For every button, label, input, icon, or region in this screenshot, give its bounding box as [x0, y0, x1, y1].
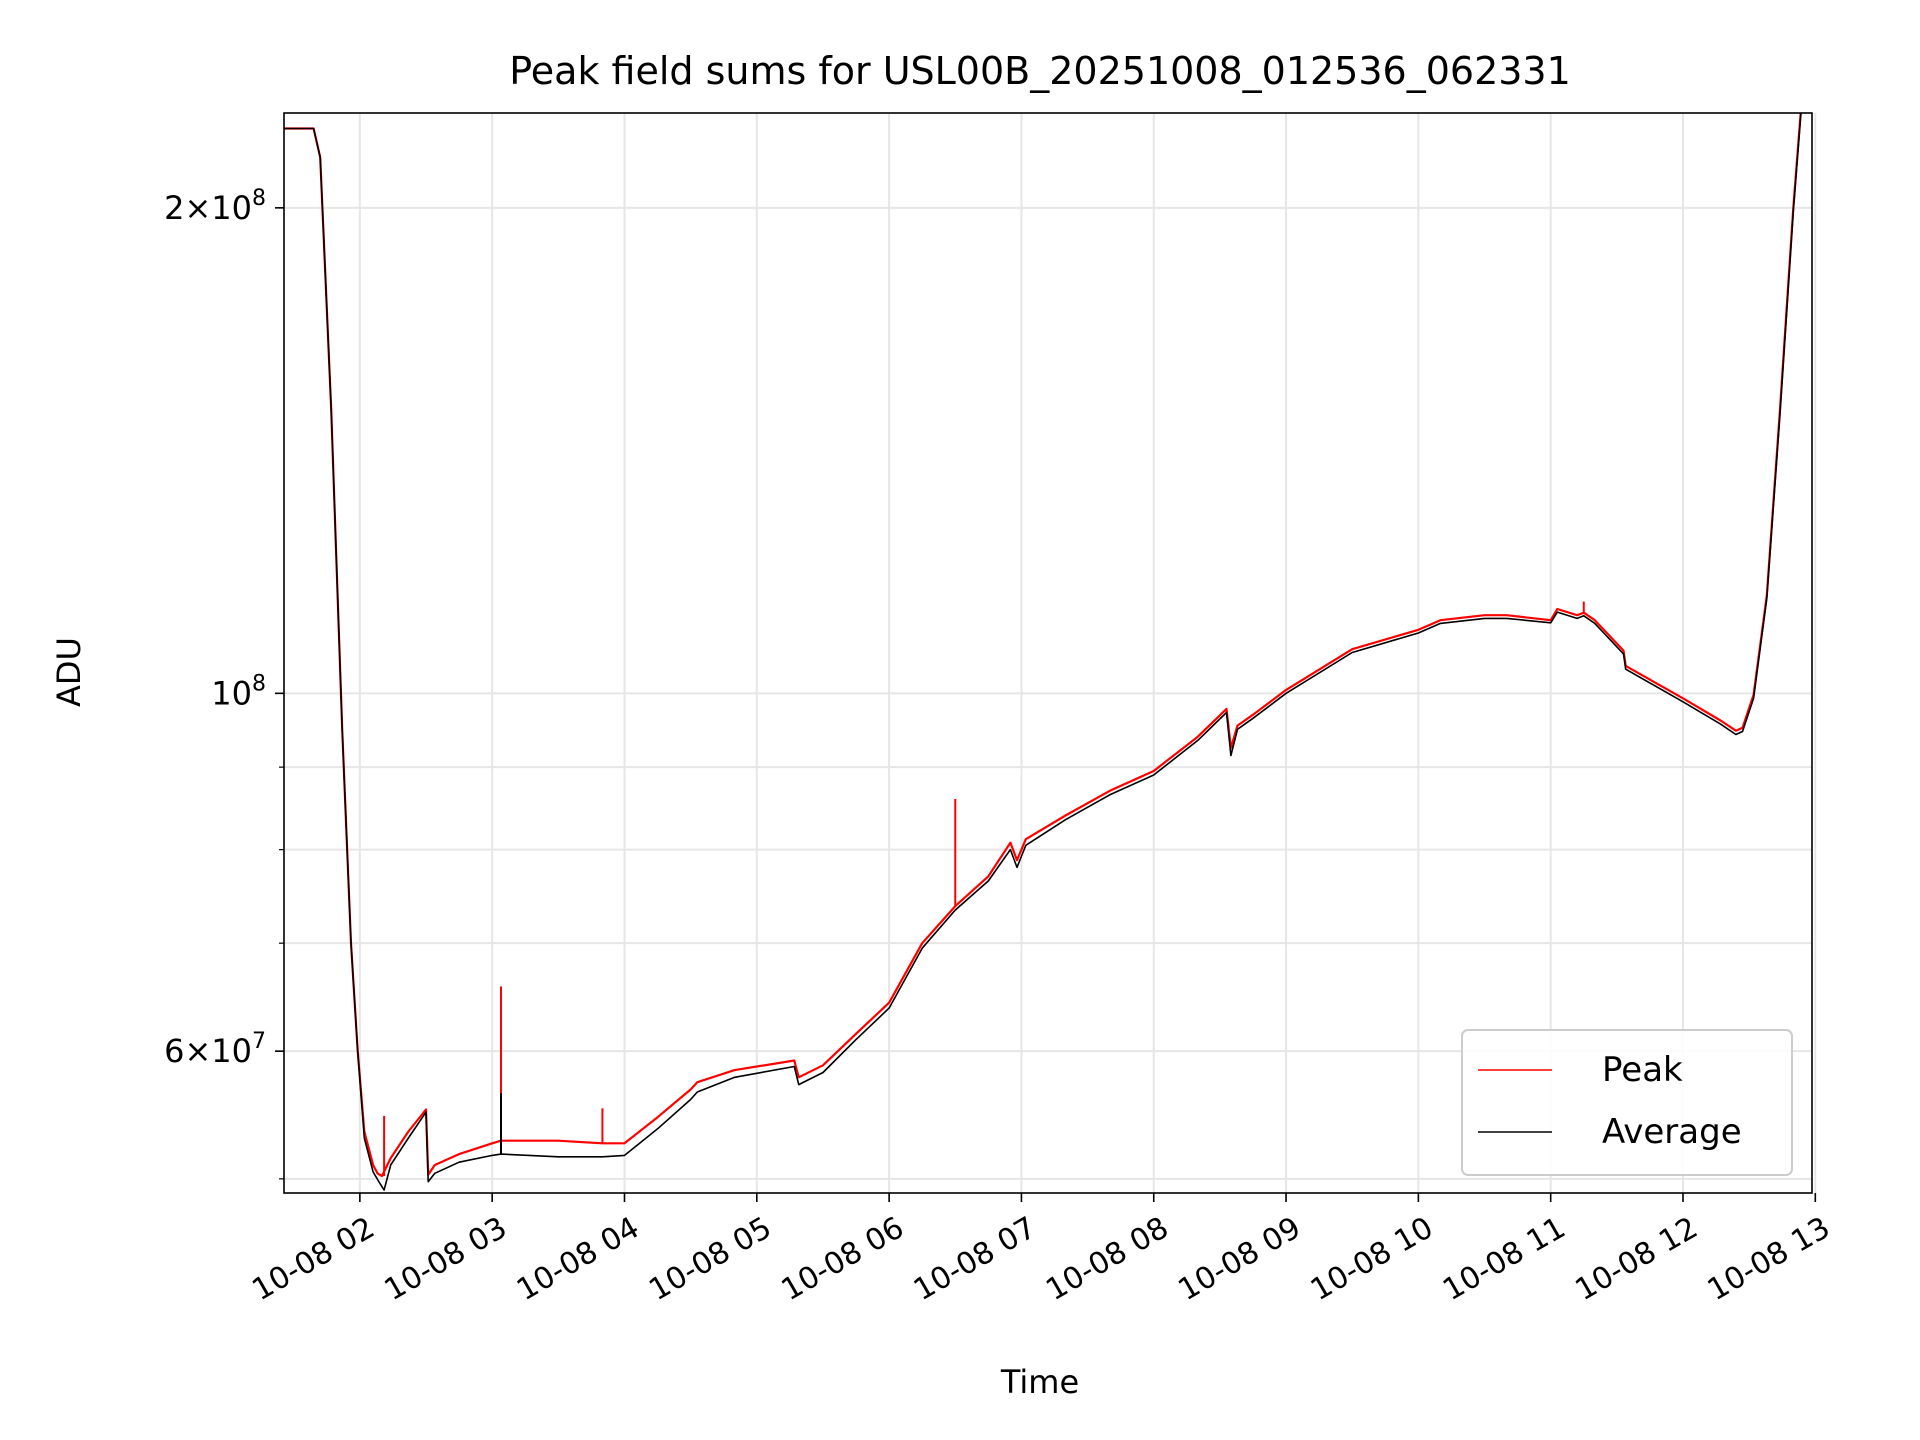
legend: Peak Average: [1461, 1029, 1793, 1176]
y-tick-label: 6×107: [164, 1029, 266, 1070]
y-tick-label: 108: [211, 671, 266, 712]
y-axis-label: ADU: [50, 637, 88, 707]
axes-frame: [283, 112, 1813, 1194]
legend-label-average: Average: [1602, 1112, 1742, 1152]
chart-title: Peak field sums for USL00B_20251008_0125…: [509, 49, 1571, 93]
series-layer: [284, 113, 1802, 1191]
y-axis: 6×107 108 2×108: [164, 186, 284, 1180]
legend-label-peak: Peak: [1602, 1050, 1683, 1090]
series-line-average: [284, 113, 1802, 1191]
x-axis-label: Time: [1000, 1363, 1079, 1401]
y-tick-label: 2×108: [164, 186, 266, 227]
series-line-peak: [284, 113, 1802, 1178]
legend-box: [1461, 1029, 1793, 1176]
